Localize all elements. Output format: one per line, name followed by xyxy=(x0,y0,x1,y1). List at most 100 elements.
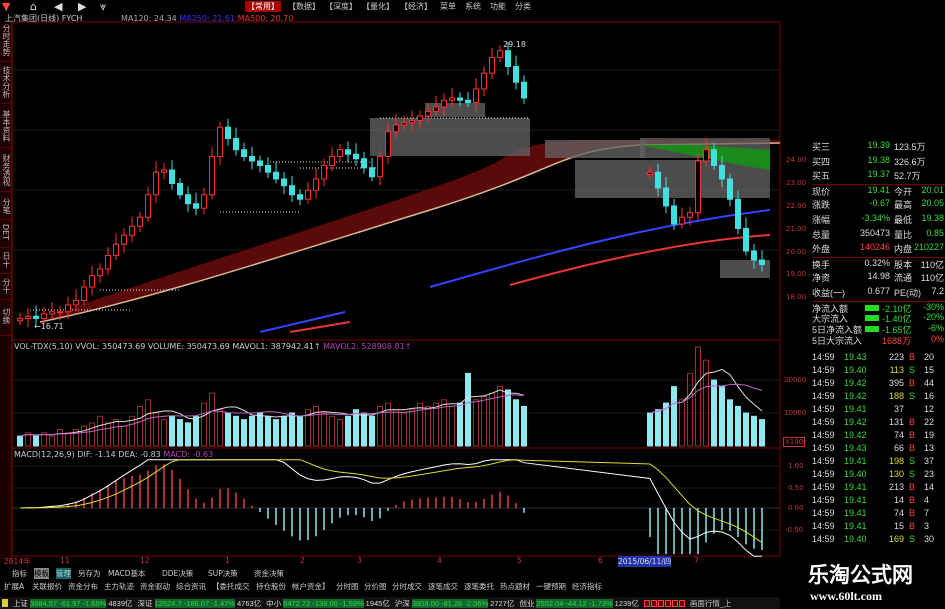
sidebar-item[interactable]: 基本资料 xyxy=(1,110,12,148)
function-tab-9[interactable]: 分时图 xyxy=(336,582,359,591)
back-icon[interactable]: ◀ xyxy=(54,0,63,13)
quote-label: 现价 xyxy=(812,186,831,197)
candle-up xyxy=(89,275,95,288)
menu-depth[interactable]: 【深度】 xyxy=(325,2,357,11)
sidebar-item[interactable]: DET xyxy=(1,224,10,248)
function-tab-12[interactable]: 逐笔成交 xyxy=(428,582,458,591)
function-tab-3[interactable]: 主力轨迹 xyxy=(104,582,134,591)
tick-row[interactable]: 14:59 19.43 66 B 13 xyxy=(812,443,945,456)
sidebar-item[interactable]: 切换 xyxy=(1,308,12,336)
function-tab-11[interactable]: 分时成交 xyxy=(392,582,422,591)
function-tab-5[interactable]: 综合资讯 xyxy=(176,582,206,591)
tick-side: B xyxy=(909,482,916,492)
tick-row[interactable]: 14:59 19.40 169 S 30 xyxy=(812,534,945,547)
tick-count: 37 xyxy=(924,456,935,466)
volume-bar xyxy=(105,422,111,447)
tick-row[interactable]: 14:59 19.41 15 B 3 xyxy=(812,521,945,534)
toolbar-tab-5[interactable]: DDE决策 xyxy=(162,569,194,578)
tick-price: 19.41 xyxy=(844,508,867,518)
menu-common[interactable]: 【常用】 xyxy=(245,1,281,12)
tick-row[interactable]: 14:59 19.42 188 S 16 xyxy=(812,391,945,404)
toolbar-tab-0[interactable]: 指标 xyxy=(12,569,27,578)
panel-frame xyxy=(11,447,781,557)
index-amount: 2727亿 xyxy=(490,598,515,608)
tick-row[interactable]: 14:59 19.43 223 B 20 xyxy=(812,352,945,365)
tick-price: 19.42 xyxy=(844,430,867,440)
volume-bar xyxy=(185,422,191,447)
toolbar-tab-3[interactable]: 另存为 xyxy=(78,569,101,578)
function-tab-7[interactable]: 持仓股份 xyxy=(256,582,286,591)
menu-function[interactable]: 功能 xyxy=(490,2,506,11)
tick-row[interactable]: 14:59 19.42 395 B 44 xyxy=(812,378,945,391)
tick-row[interactable]: 14:59 19.41 198 S 37 xyxy=(812,456,945,469)
candle-up xyxy=(313,178,319,191)
date-label: 11 xyxy=(60,556,70,565)
flow-row: 净流入额 -2.10亿 -30% xyxy=(812,301,945,314)
quote-row: 净资 14.98 流通 110亿 xyxy=(812,271,945,285)
quote-label-2: 123.5万 xyxy=(894,142,926,152)
sidebar-item[interactable]: 日十 xyxy=(1,252,12,274)
sidebar-item[interactable]: 分笔 xyxy=(1,198,12,220)
toolbar-tab-6[interactable]: SUP决策 xyxy=(208,569,238,578)
home-icon[interactable]: ⌂ xyxy=(30,0,37,13)
volume-axis-label: 10000 xyxy=(784,409,807,417)
menu-data[interactable]: 【数据】 xyxy=(288,2,320,11)
volume-bar xyxy=(513,399,519,447)
function-tab-14[interactable]: 热点题材 xyxy=(500,582,530,591)
watermark: 乐淘公式网 www.60lt.com xyxy=(780,556,945,609)
sidebar-item[interactable]: 分十 xyxy=(1,278,12,300)
forward-icon[interactable]: ▶ xyxy=(78,0,87,13)
function-tab-13[interactable]: 逐笔委托 xyxy=(464,582,494,591)
volume-bar xyxy=(663,402,669,447)
toolbar-tab-4[interactable]: MACD基本 xyxy=(108,569,146,578)
toolbar-tab-1[interactable]: 模板 xyxy=(34,568,49,579)
index-quote[interactable]: 创业 2502.04 -44.12 -1.73% 1239亿 xyxy=(519,598,639,609)
candle-up xyxy=(497,50,503,58)
function-tab-0[interactable]: 扩展A xyxy=(4,582,25,591)
volume-bar xyxy=(41,432,47,447)
index-quote[interactable]: 深证 12524.7 -186.07 -1.47% 4763亿 xyxy=(138,598,261,609)
tick-row[interactable]: 14:59 19.41 213 B 14 xyxy=(812,482,945,495)
tick-row[interactable]: 14:59 19.41 37 12 xyxy=(812,404,945,417)
index-quote[interactable]: 中小 8472.72 -138.00 -1.59% 1945亿 xyxy=(266,598,390,609)
menu-system[interactable]: 系统 xyxy=(465,2,481,11)
tick-time: 14:59 xyxy=(812,456,835,466)
function-tab-4[interactable]: 资金驱动 xyxy=(140,582,170,591)
tick-row[interactable]: 14:59 19.41 14 B 4 xyxy=(812,495,945,508)
app-logo-icon[interactable]: ▼ xyxy=(2,0,11,13)
tick-row[interactable]: 14:59 19.40 130 S 23 xyxy=(812,469,945,482)
tick-row[interactable]: 14:59 19.40 113 S 15 xyxy=(812,365,945,378)
function-tab-2[interactable]: 资金分布 xyxy=(68,582,98,591)
collapse-icon[interactable]: ⩔ xyxy=(100,0,107,13)
function-tab-8[interactable]: 帐户资金】 xyxy=(292,582,330,591)
sidebar-item[interactable]: 技术分析 xyxy=(1,66,12,104)
toolbar-tab-2[interactable]: 管理 xyxy=(56,568,71,579)
menu-category[interactable]: 分类 xyxy=(515,2,531,11)
function-tab-16[interactable]: 经济指标 xyxy=(572,582,602,591)
menu-quant[interactable]: 【量化】 xyxy=(362,2,394,11)
dif-line xyxy=(19,459,762,557)
candle-up xyxy=(201,194,207,209)
tick-side: B xyxy=(909,521,916,531)
menu-main[interactable]: 菜单 xyxy=(440,2,456,11)
function-tab-1[interactable]: 关联报价 xyxy=(32,582,62,591)
toolbar-tab-7[interactable]: 资金决策 xyxy=(254,569,284,578)
function-tab-6[interactable]: 【委托成交 xyxy=(212,582,250,591)
index-quote[interactable]: 上证 3684.57 -61.97 -1.65% 4839亿 xyxy=(13,598,133,609)
date-axis: 2014年 11 12 1 2 3 4 5 6 2015/06/11/四 7 xyxy=(0,556,780,567)
function-tab-10[interactable]: 分价图 xyxy=(364,582,387,591)
tick-row[interactable]: 14:59 19.42 74 B 19 xyxy=(812,430,945,443)
function-tab-15[interactable]: 一键预期 xyxy=(536,582,566,591)
mavol2-line xyxy=(19,394,525,437)
tick-row[interactable]: 14:59 19.41 74 B 7 xyxy=(812,508,945,521)
menu-economy[interactable]: 【经济】 xyxy=(400,2,432,11)
sidebar-item[interactable]: 财务透视 xyxy=(1,154,12,192)
tick-row[interactable]: 14:59 19.42 131 B 22 xyxy=(812,417,945,430)
candle-down xyxy=(735,198,741,229)
candle-down xyxy=(169,169,175,184)
tick-count: 44 xyxy=(924,378,935,388)
index-quote[interactable]: 沪深 3808.00 -81.26 -2.06% 2727亿 xyxy=(395,598,515,609)
sidebar-item[interactable]: 分时走势 xyxy=(1,24,12,62)
pressure-zone xyxy=(545,140,645,158)
